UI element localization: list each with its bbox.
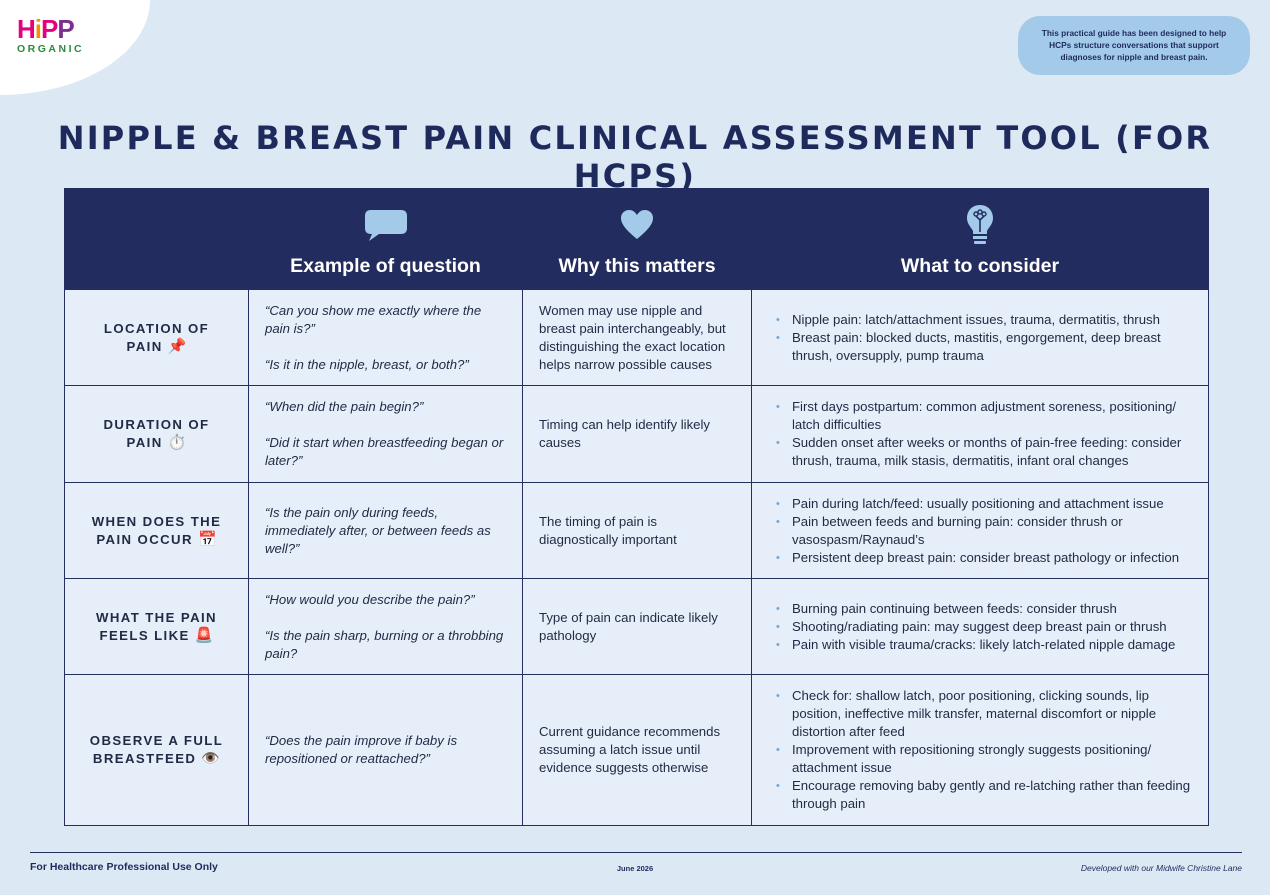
logo-subtitle: ORGANIC bbox=[17, 43, 85, 55]
header-consider: What to consider bbox=[751, 188, 1209, 290]
header-label: Example of question bbox=[290, 255, 481, 277]
logo-letter: P bbox=[41, 14, 58, 44]
consider-cell: Nipple pain: latch/attachment issues, tr… bbox=[751, 289, 1209, 386]
logo-letter: P bbox=[57, 14, 74, 44]
stopwatch-icon: ⏱️ bbox=[167, 434, 187, 451]
calendar-icon: 📅 bbox=[197, 530, 217, 548]
row-label-line: PAIN OCCUR bbox=[96, 531, 193, 547]
page-title: NIPPLE & BREAST PAIN CLINICAL ASSESSMENT… bbox=[57, 119, 1213, 195]
row-label: OBSERVE A FULL BREASTFEED 👁️ bbox=[64, 674, 249, 826]
why-cell: Current guidance recommends assuming a l… bbox=[522, 674, 752, 826]
header-question: Example of question bbox=[248, 188, 523, 290]
pushpin-icon: 📌 bbox=[167, 337, 187, 355]
row-label-line: PAIN bbox=[126, 435, 163, 450]
row-label-line: OBSERVE A FULL bbox=[89, 733, 224, 748]
row-label-line: WHEN DOES THE bbox=[91, 513, 222, 529]
intro-callout: This practical guide has been designed t… bbox=[1018, 16, 1250, 75]
header-empty-cell bbox=[64, 188, 249, 290]
lightbulb-icon bbox=[967, 205, 993, 244]
table-row: DURATION OF PAIN ⏱️ “When did the pain b… bbox=[64, 385, 1209, 483]
consider-item: Improvement with repositioning strongly … bbox=[768, 741, 1192, 777]
consider-item: Check for: shallow latch, poor positioni… bbox=[768, 687, 1192, 741]
why-cell: Timing can help identify likely causes bbox=[522, 385, 752, 483]
question-text: “Can you show me exactly where the pain … bbox=[265, 302, 482, 336]
row-label-line: LOCATION OF bbox=[103, 320, 210, 336]
consider-item: First days postpartum: common adjustment… bbox=[768, 398, 1192, 434]
heart-icon bbox=[621, 210, 653, 239]
assessment-table: Example of question Why this matters Wha… bbox=[64, 188, 1209, 826]
question-text: “Is the pain sharp, burning or a throbbi… bbox=[265, 627, 504, 661]
row-label-line: FEELS LIKE bbox=[99, 627, 190, 643]
footer-divider bbox=[30, 852, 1242, 853]
why-cell: Type of pain can indicate likely patholo… bbox=[522, 578, 752, 675]
question-text: “Is the pain only during feeds, immediat… bbox=[265, 504, 491, 556]
question-text: “How would you describe the pain?” bbox=[265, 591, 475, 607]
logo-letter: H bbox=[17, 14, 36, 44]
consider-item: Shooting/radiating pain: may suggest dee… bbox=[768, 618, 1192, 636]
logo-wordmark: HiPP bbox=[17, 16, 97, 42]
question-cell: “Does the pain improve if baby is reposi… bbox=[248, 674, 523, 826]
consider-item: Pain during latch/feed: usually position… bbox=[768, 495, 1192, 513]
question-text: “Is it in the nipple, breast, or both?” bbox=[265, 356, 469, 372]
consider-item: Pain with visible trauma/cracks: likely … bbox=[768, 636, 1192, 654]
table-header-row: Example of question Why this matters Wha… bbox=[64, 188, 1209, 290]
row-label-line: BREASTFEED bbox=[92, 751, 197, 766]
row-label: WHEN DOES THE PAIN OCCUR 📅 bbox=[64, 482, 249, 579]
consider-item: Burning pain continuing between feeds: c… bbox=[768, 600, 1192, 618]
table-row: WHAT THE PAIN FEELS LIKE 🚨 “How would yo… bbox=[64, 578, 1209, 675]
siren-icon: 🚨 bbox=[194, 626, 214, 644]
row-label: WHAT THE PAIN FEELS LIKE 🚨 bbox=[64, 578, 249, 675]
question-cell: “Can you show me exactly where the pain … bbox=[248, 289, 523, 386]
question-text: “Did it start when breastfeeding began o… bbox=[265, 435, 504, 468]
consider-cell: Burning pain continuing between feeds: c… bbox=[751, 578, 1209, 675]
header-label: What to consider bbox=[900, 255, 1060, 277]
question-cell: “How would you describe the pain?” “Is t… bbox=[248, 578, 523, 675]
row-label: DURATION OF PAIN ⏱️ bbox=[64, 385, 249, 483]
header-why: Why this matters bbox=[522, 188, 752, 290]
logo-letter: i bbox=[34, 14, 42, 44]
consider-cell: Check for: shallow latch, poor positioni… bbox=[751, 674, 1209, 826]
consider-item: Nipple pain: latch/attachment issues, tr… bbox=[768, 311, 1192, 329]
consider-item: Sudden onset after weeks or months of pa… bbox=[768, 434, 1192, 470]
why-cell: Women may use nipple and breast pain int… bbox=[522, 289, 752, 386]
consider-item: Persistent deep breast pain: consider br… bbox=[768, 549, 1192, 567]
eye-icon: 👁️ bbox=[201, 750, 221, 767]
table-row: LOCATION OF PAIN 📌 “Can you show me exac… bbox=[64, 289, 1209, 386]
table-row: OBSERVE A FULL BREASTFEED 👁️ “Does the p… bbox=[64, 674, 1209, 826]
consider-cell: First days postpartum: common adjustment… bbox=[751, 385, 1209, 483]
question-cell: “Is the pain only during feeds, immediat… bbox=[248, 482, 523, 579]
consider-cell: Pain during latch/feed: usually position… bbox=[751, 482, 1209, 579]
hipp-logo: HiPP ORGANIC bbox=[17, 16, 97, 55]
footer-credit: Developed with our Midwife Christine Lan… bbox=[1080, 863, 1242, 873]
consider-item: Encourage removing baby gently and re-la… bbox=[768, 777, 1192, 813]
header-label: Why this matters bbox=[558, 255, 716, 277]
question-text: “Does the pain improve if baby is reposi… bbox=[265, 733, 458, 766]
row-label-line: DURATION OF bbox=[103, 417, 210, 432]
footer-left: For Healthcare Professional Use Only bbox=[30, 861, 218, 873]
row-label: LOCATION OF PAIN 📌 bbox=[64, 289, 249, 386]
speech-bubble-icon bbox=[364, 210, 407, 241]
footer-date: June 2026 bbox=[616, 864, 654, 873]
question-cell: “When did the pain begin?” “Did it start… bbox=[248, 385, 523, 483]
table-row: WHEN DOES THE PAIN OCCUR 📅 “Is the pain … bbox=[64, 482, 1209, 579]
consider-item: Pain between feeds and burning pain: con… bbox=[768, 513, 1192, 549]
row-label-line: WHAT THE PAIN bbox=[95, 609, 217, 625]
consider-item: Breast pain: blocked ducts, mastitis, en… bbox=[768, 329, 1192, 365]
question-text: “When did the pain begin?” bbox=[265, 399, 424, 414]
why-cell: The timing of pain is diagnostically imp… bbox=[522, 482, 752, 579]
row-label-line: PAIN bbox=[126, 338, 163, 354]
